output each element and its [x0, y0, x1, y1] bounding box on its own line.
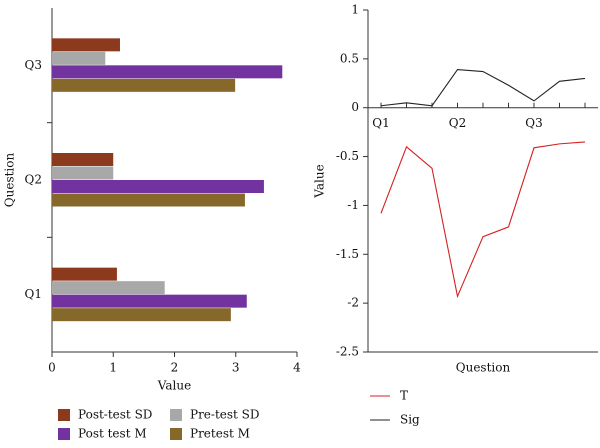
bar	[52, 166, 114, 180]
y-axis-title: Value	[313, 164, 327, 198]
bar	[52, 193, 245, 207]
y-tick-label: Q2	[25, 173, 42, 187]
y-tick-label: -0.5	[336, 149, 359, 163]
y-tick-label: 0.5	[340, 51, 359, 65]
bar	[52, 180, 264, 193]
y-tick-label: 0	[351, 100, 359, 114]
y-tick-label: -2	[347, 296, 359, 310]
y-tick-label: -1	[347, 198, 359, 212]
bar	[52, 267, 117, 281]
y-tick-label: Q1	[25, 287, 42, 301]
legend-label: Pretest M	[190, 427, 250, 441]
legend-swatch	[170, 409, 182, 421]
legend-label: Pre-test SD	[190, 408, 260, 422]
y-tick-label: -1.5	[336, 247, 359, 261]
legend-swatch	[58, 409, 70, 421]
x-axis-title: Value	[157, 379, 191, 393]
y-axis-title: Question	[3, 153, 17, 208]
bar	[52, 153, 114, 166]
bar	[52, 65, 283, 79]
line-series	[380, 141, 586, 299]
x-tick-label: 1	[109, 361, 117, 375]
bar	[52, 281, 165, 295]
legend-label: Post test M	[78, 427, 147, 441]
legend-swatch	[58, 428, 70, 440]
line-series	[380, 69, 586, 107]
legend-label: T	[400, 389, 408, 403]
x-tick-label: 2	[171, 361, 179, 375]
y-tick-label: -2.5	[336, 345, 359, 359]
x-tick-label: Q2	[449, 116, 466, 130]
x-tick-label: 0	[48, 361, 56, 375]
legend-swatch	[170, 428, 182, 440]
x-tick-label: 3	[232, 361, 240, 375]
y-tick-label: Q3	[25, 58, 42, 72]
x-tick-label: Q3	[525, 116, 542, 130]
x-tick-label: Q1	[372, 116, 389, 130]
legend-label: Post-test SD	[78, 408, 152, 422]
y-tick-label: 1	[351, 3, 359, 17]
legend-label: Sig	[400, 413, 420, 427]
bar	[52, 294, 247, 308]
x-tick-label: 4	[293, 361, 301, 375]
bar	[52, 38, 120, 52]
x-axis-title: Question	[456, 361, 511, 375]
bar	[52, 308, 231, 322]
bar	[52, 78, 236, 92]
bar	[52, 51, 106, 65]
